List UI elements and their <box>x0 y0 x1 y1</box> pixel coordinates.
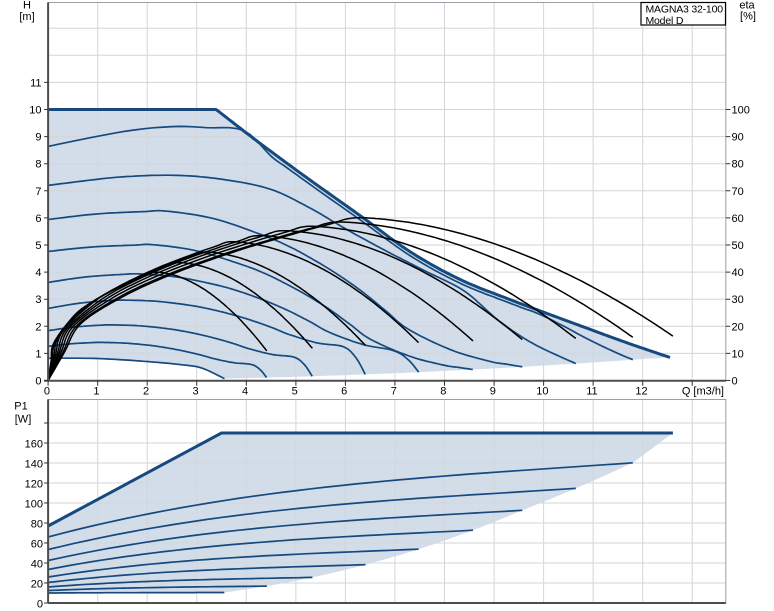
svg-text:90: 90 <box>732 132 744 144</box>
svg-text:5: 5 <box>292 385 298 397</box>
svg-text:Q [m3/h]: Q [m3/h] <box>682 385 724 397</box>
svg-text:2: 2 <box>35 321 41 333</box>
svg-text:70: 70 <box>732 186 744 198</box>
svg-text:1: 1 <box>93 385 99 397</box>
svg-text:3: 3 <box>192 385 198 397</box>
svg-text:11: 11 <box>586 385 597 397</box>
svg-text:140: 140 <box>25 459 43 471</box>
svg-text:12: 12 <box>635 385 647 397</box>
svg-text:120: 120 <box>25 479 43 491</box>
svg-text:MAGNA3 32-100: MAGNA3 32-100 <box>646 3 724 15</box>
svg-text:50: 50 <box>732 240 744 252</box>
svg-text:80: 80 <box>732 159 744 171</box>
svg-text:60: 60 <box>31 539 43 551</box>
svg-text:[m]: [m] <box>19 11 34 23</box>
svg-text:40: 40 <box>732 267 744 279</box>
svg-text:10: 10 <box>732 348 744 360</box>
svg-text:160: 160 <box>25 439 43 451</box>
svg-text:20: 20 <box>732 321 744 333</box>
svg-text:10: 10 <box>29 105 41 117</box>
svg-text:20: 20 <box>31 579 43 591</box>
svg-text:H: H <box>23 0 31 12</box>
svg-text:5: 5 <box>35 240 41 252</box>
svg-text:4: 4 <box>242 385 248 397</box>
svg-text:0: 0 <box>37 599 43 611</box>
svg-text:0: 0 <box>44 385 50 397</box>
svg-text:9: 9 <box>490 385 496 397</box>
svg-text:eta: eta <box>739 0 755 12</box>
svg-text:100: 100 <box>732 105 750 117</box>
svg-text:8: 8 <box>35 159 41 171</box>
svg-text:0: 0 <box>35 376 41 388</box>
svg-text:4: 4 <box>35 267 41 279</box>
svg-text:Model D: Model D <box>646 15 684 27</box>
svg-text:60: 60 <box>732 213 744 225</box>
svg-text:3: 3 <box>35 294 41 306</box>
svg-text:8: 8 <box>440 385 446 397</box>
svg-text:80: 80 <box>31 519 43 531</box>
svg-text:7: 7 <box>35 186 41 198</box>
svg-text:30: 30 <box>732 294 744 306</box>
svg-text:[%]: [%] <box>740 10 756 22</box>
svg-text:9: 9 <box>35 132 41 144</box>
svg-text:7: 7 <box>391 385 397 397</box>
svg-text:10: 10 <box>536 385 548 397</box>
svg-text:P1: P1 <box>14 401 27 413</box>
svg-text:2: 2 <box>143 385 149 397</box>
svg-text:1: 1 <box>35 348 41 360</box>
svg-text:6: 6 <box>35 213 41 225</box>
svg-text:100: 100 <box>25 499 43 511</box>
svg-text:[W]: [W] <box>15 414 32 426</box>
svg-text:11: 11 <box>30 77 41 89</box>
svg-text:40: 40 <box>31 559 43 571</box>
svg-text:0: 0 <box>732 376 738 388</box>
svg-text:6: 6 <box>341 385 347 397</box>
